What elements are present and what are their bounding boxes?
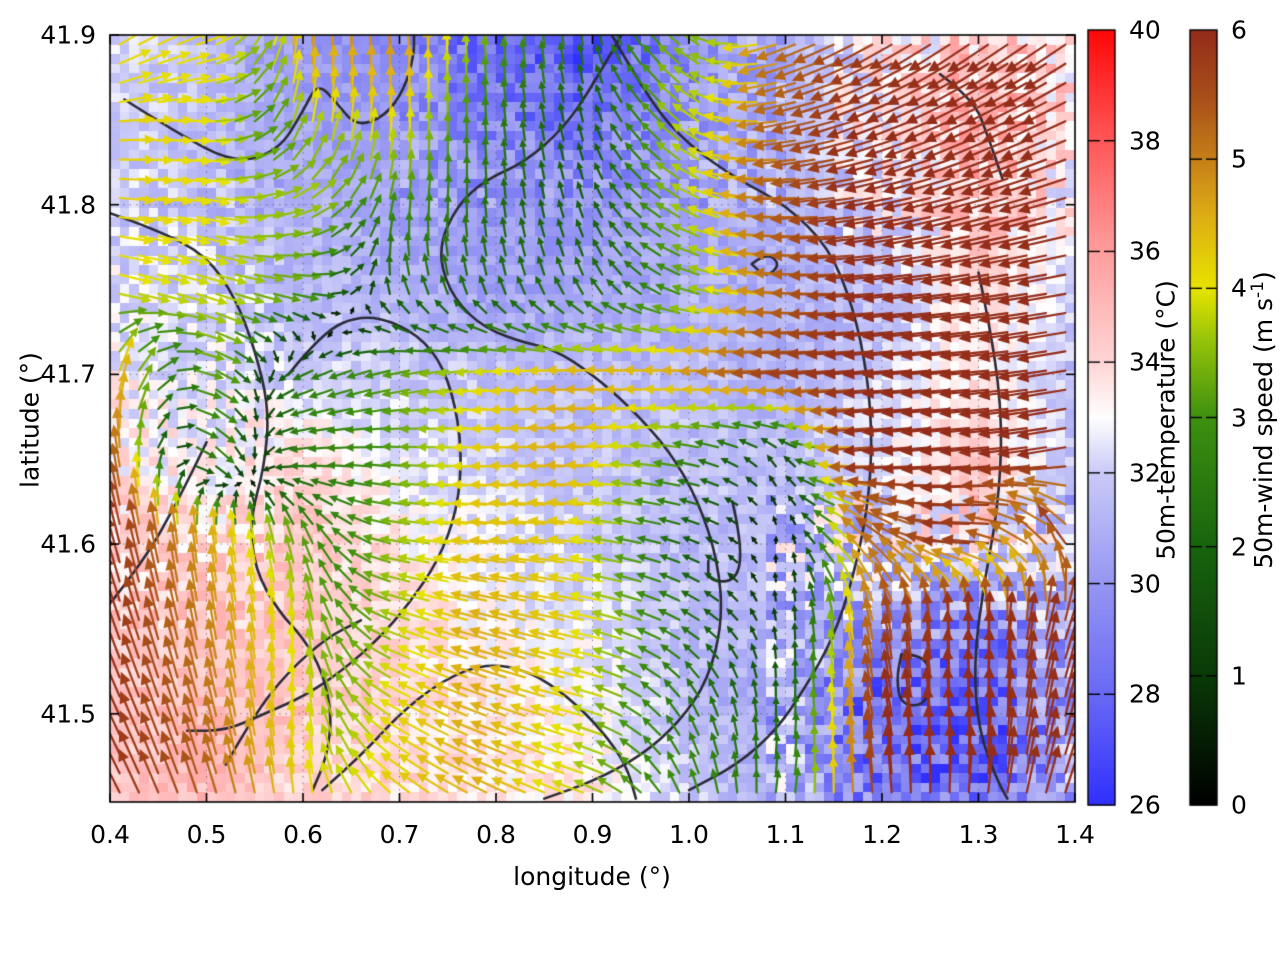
- y-tick-label: 41.6: [40, 529, 96, 559]
- x-tick-label: 0.7: [379, 820, 420, 849]
- x-tick-label: 0.5: [186, 820, 227, 849]
- y-tick-label: 41.5: [40, 699, 96, 729]
- x-tick-label: 0.6: [283, 820, 323, 849]
- y-tick-label: 41.8: [40, 190, 96, 220]
- y-tick-label: 41.7: [40, 359, 96, 389]
- x-tick-label: 1.2: [862, 820, 902, 849]
- cbar-temperature-tick-label: 38: [1129, 126, 1161, 156]
- cbar-temperature-tick-label: 28: [1129, 679, 1161, 709]
- cbar-windspeed-title-main: 50m-wind speed (m s: [1249, 297, 1279, 569]
- cbar-temperature-tick-label: 34: [1129, 347, 1161, 377]
- cbar-temperature-tick-label: 40: [1129, 15, 1161, 45]
- x-tick-label: 1.4: [1055, 820, 1095, 849]
- cbar-windspeed-tick-label: 0: [1231, 790, 1247, 820]
- x-tick-label: 0.4: [90, 820, 130, 849]
- cbar-windspeed-tick-label: 5: [1231, 144, 1247, 174]
- y-tick-label: 41.9: [40, 20, 96, 50]
- x-axis-title: longitude (°): [513, 862, 671, 891]
- cbar-windspeed-title: 50m-wind speed (m s-1): [1247, 271, 1279, 569]
- cbar-windspeed-title-sup: -1: [1247, 281, 1268, 298]
- cbar-temperature-tick-label: 26: [1129, 790, 1161, 820]
- x-tick-label: 0.8: [476, 820, 516, 849]
- cbar-windspeed-tick-label: 3: [1231, 403, 1247, 432]
- x-tick-label: 1.0: [669, 820, 709, 849]
- cbar-windspeed-title-close: ): [1249, 271, 1279, 282]
- cbar-windspeed-tick-label: 1: [1231, 661, 1247, 691]
- cbar-temperature-title: 50m-temperature (°C): [1151, 280, 1181, 560]
- x-tick-label: 1.1: [765, 820, 806, 849]
- y-axis-title: latitude (°): [15, 352, 45, 488]
- x-tick-label: 1.3: [958, 820, 999, 849]
- cbar-temperature-tick-label: 30: [1129, 569, 1161, 599]
- cbar-temperature-tick-label: 32: [1129, 458, 1161, 488]
- cbar-temperature-tick-label: 36: [1129, 236, 1161, 266]
- cbar-windspeed-tick-label: 4: [1231, 273, 1247, 303]
- cbar-windspeed-tick-label: 6: [1231, 15, 1247, 45]
- x-tick-label: 0.9: [572, 820, 613, 849]
- cbar-windspeed-tick-label: 2: [1231, 532, 1247, 562]
